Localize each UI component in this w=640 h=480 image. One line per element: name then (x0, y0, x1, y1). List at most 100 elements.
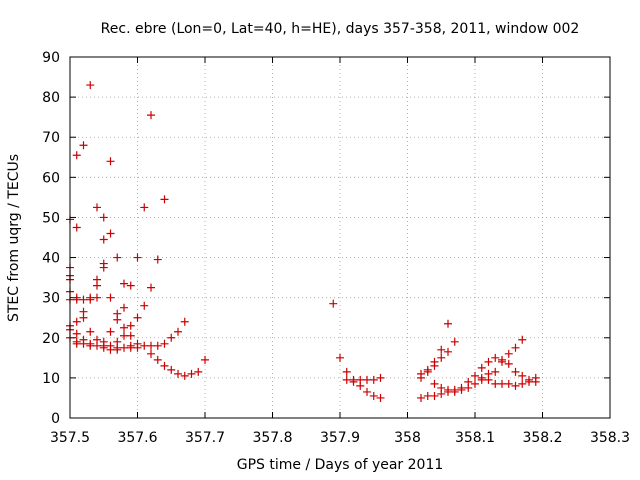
data-point (201, 355, 209, 364)
data-point (133, 253, 142, 262)
data-point (376, 393, 385, 402)
x-tick-label: 357.6 (117, 430, 157, 446)
data-point (194, 367, 203, 376)
data-point (180, 371, 189, 380)
data-point (120, 343, 128, 352)
data-point (86, 293, 95, 302)
data-point (72, 329, 81, 338)
data-point (140, 203, 149, 212)
data-point (99, 263, 108, 272)
y-tick-label: 50 (42, 210, 60, 226)
data-point (167, 365, 176, 374)
data-point (120, 331, 128, 340)
data-point (99, 235, 108, 244)
data-point (342, 367, 351, 376)
data-point (491, 379, 500, 388)
data-point (531, 377, 540, 386)
y-tick-label: 0 (51, 411, 60, 427)
data-point (126, 331, 135, 340)
x-tick-labels: 357.5 357.6 357.7 357.8 357.9 358 358.1 358.2 35… (50, 430, 630, 446)
x-tick-label: 358 (394, 430, 421, 446)
y-tick-label: 90 (42, 50, 60, 66)
data-point (511, 367, 520, 376)
data-point (86, 327, 95, 336)
data-point (72, 317, 81, 326)
data-point (180, 317, 189, 326)
data-point (369, 391, 378, 400)
data-point (106, 293, 115, 302)
data-point (106, 345, 115, 354)
data-point (113, 253, 122, 262)
x-tick-label: 357.7 (185, 430, 225, 446)
data-point (174, 327, 182, 336)
data-point (342, 375, 351, 384)
data-point (430, 379, 439, 388)
data-point (518, 379, 527, 388)
data-point (477, 363, 486, 372)
data-point (72, 223, 81, 232)
data-point (147, 349, 155, 358)
x-axis-label: GPS time / Days of year 2011 (237, 457, 444, 473)
data-point (450, 337, 459, 346)
x-tick-label: 357.5 (50, 430, 90, 446)
data-point (511, 381, 520, 390)
data-point (147, 283, 155, 292)
data-point (133, 313, 142, 322)
data-point (113, 315, 122, 324)
data-point (106, 157, 115, 166)
data-point (349, 377, 358, 386)
y-tick-label: 80 (42, 90, 60, 106)
x-tick-label: 357.9 (320, 430, 360, 446)
data-point (511, 343, 520, 352)
data-point (423, 391, 432, 400)
x-tick-label: 358.1 (455, 430, 495, 446)
data-point (113, 345, 122, 354)
data-point (86, 81, 95, 90)
data-point (477, 375, 486, 384)
data-point (140, 341, 149, 350)
grid-layer (70, 57, 610, 418)
data-point (106, 229, 115, 238)
data-point (464, 383, 473, 392)
data-point (133, 343, 142, 352)
data-point (457, 385, 466, 394)
data-point (160, 339, 169, 348)
data-point (369, 375, 378, 384)
data-point (423, 367, 432, 376)
data-point (437, 389, 446, 398)
data-point (120, 303, 128, 312)
data-point (79, 339, 88, 348)
data-point (160, 361, 169, 370)
data-point (363, 387, 371, 396)
data-point (525, 377, 533, 386)
data-point (79, 313, 88, 322)
data-point (484, 375, 493, 384)
data-point (329, 299, 338, 308)
data-point (147, 341, 155, 350)
data-point (147, 111, 155, 120)
data-point (504, 359, 513, 368)
data-point (430, 361, 439, 370)
data-point (106, 327, 115, 336)
data-point (498, 379, 506, 388)
data-point (376, 373, 385, 382)
data-point (93, 281, 101, 290)
data-point (153, 255, 162, 264)
x-tick-label: 358.2 (522, 430, 562, 446)
data-point (336, 353, 344, 362)
y-axis-label: STEC from uqrg / TECUs (6, 154, 22, 322)
data-point (187, 369, 196, 378)
data-point (417, 393, 425, 402)
data-point (444, 347, 452, 356)
data-point (126, 281, 135, 290)
data-point (437, 353, 446, 362)
data-point (72, 295, 81, 304)
data-point (153, 341, 162, 350)
data-point (93, 293, 101, 302)
data-point (444, 387, 452, 396)
y-tick-label: 30 (42, 291, 60, 307)
data-point (72, 151, 81, 160)
data-point (450, 387, 459, 396)
data-point (126, 321, 135, 330)
